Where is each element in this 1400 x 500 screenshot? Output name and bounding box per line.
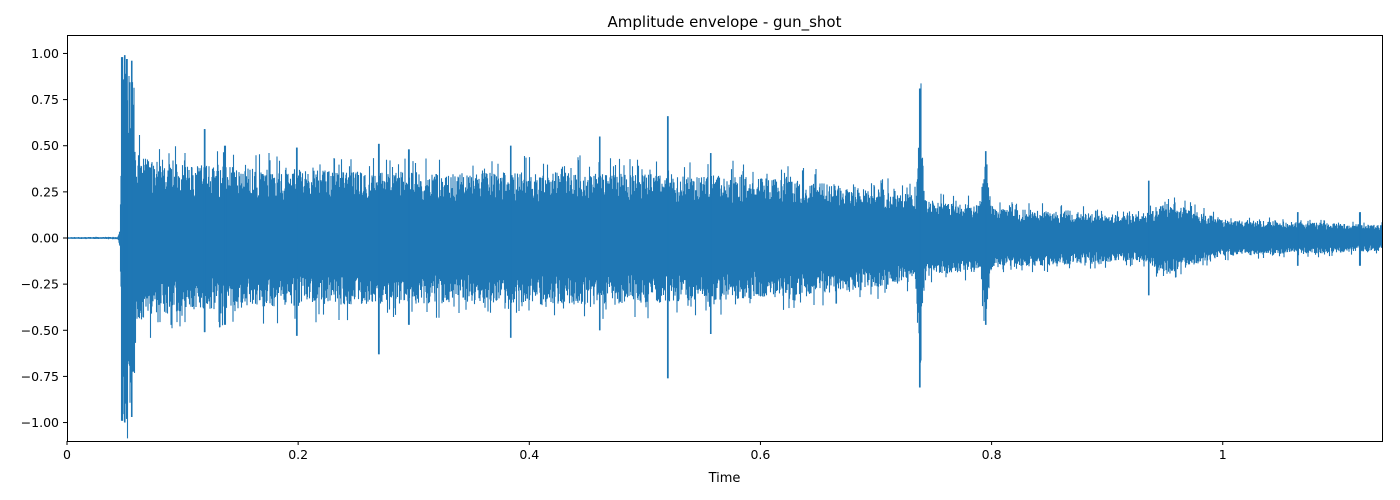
y-tick-label: 0.00 — [31, 231, 59, 246]
x-axis-label: Time — [708, 471, 741, 486]
y-axis: −1.00 −0.75 −0.50 −0.25 0.00 0.25 0.50 0.75 1.00 — [21, 46, 67, 430]
y-tick-label: 1.00 — [31, 46, 59, 61]
waveform-line — [67, 55, 1382, 439]
y-tick-label: 0.75 — [31, 92, 59, 107]
y-tick-label: −0.25 — [21, 277, 59, 292]
x-axis: 0 0.2 0.4 0.6 0.8 1 — [63, 441, 1227, 462]
y-tick-label: −1.00 — [21, 415, 59, 430]
y-tick-label: 0.50 — [31, 138, 59, 153]
x-tick-label: 0.2 — [288, 447, 308, 462]
plot-area — [67, 55, 1382, 439]
x-tick-label: 0 — [63, 447, 71, 462]
plot-frame — [67, 35, 1383, 442]
chart-title: Amplitude envelope - gun_shot — [608, 13, 842, 32]
x-tick-label: 0.6 — [750, 447, 770, 462]
y-tick-label: 0.25 — [31, 184, 59, 199]
y-tick-label: −0.50 — [21, 323, 59, 338]
y-tick-label: −0.75 — [21, 369, 59, 384]
x-tick-label: 0.4 — [519, 447, 539, 462]
x-tick-label: 1 — [1219, 447, 1227, 462]
x-tick-label: 0.8 — [982, 447, 1002, 462]
